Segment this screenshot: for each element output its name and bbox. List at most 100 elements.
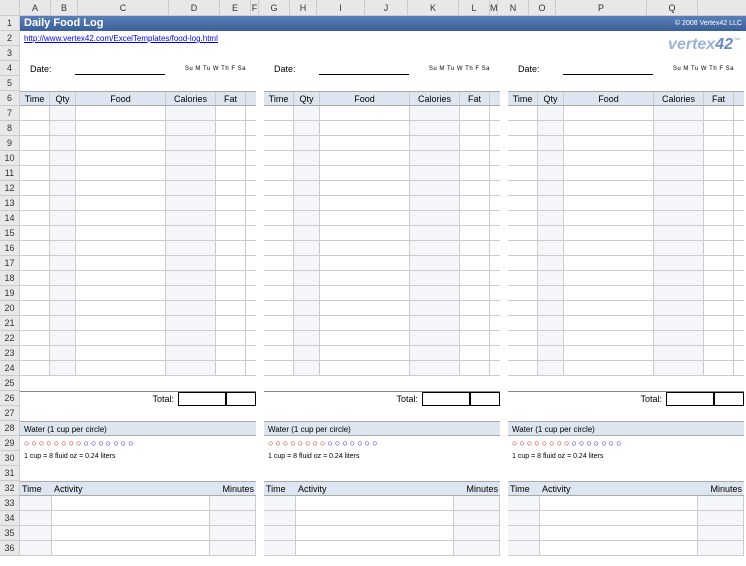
food-row[interactable] <box>508 331 744 346</box>
food-row[interactable] <box>20 181 256 196</box>
food-row[interactable] <box>264 121 500 136</box>
row-header-15[interactable]: 15 <box>0 226 20 241</box>
food-row[interactable] <box>20 301 256 316</box>
col-header-Q[interactable]: Q <box>647 0 698 15</box>
row-header-22[interactable]: 22 <box>0 331 20 346</box>
food-row[interactable] <box>264 346 500 361</box>
row-header-25[interactable]: 25 <box>0 376 20 391</box>
col-header-O[interactable]: O <box>529 0 556 15</box>
row-header-29[interactable]: 29 <box>0 436 20 451</box>
col-header-P[interactable]: P <box>556 0 647 15</box>
food-row[interactable] <box>508 226 744 241</box>
water-circles[interactable]: ○○○○○○○○○○○○○○○ <box>508 436 744 451</box>
col-header-G[interactable]: G <box>259 0 290 15</box>
food-row[interactable] <box>20 226 256 241</box>
row-header-16[interactable]: 16 <box>0 241 20 256</box>
day-selector[interactable]: Su M Tu W Th F Sa <box>429 66 490 72</box>
col-header-A[interactable]: A <box>20 0 51 15</box>
food-row[interactable] <box>20 361 256 376</box>
row-header-34[interactable]: 34 <box>0 511 20 526</box>
food-row[interactable] <box>508 271 744 286</box>
col-header-K[interactable]: K <box>408 0 459 15</box>
row-header-26[interactable]: 26 <box>0 391 20 406</box>
activity-row[interactable] <box>20 511 256 526</box>
food-row[interactable] <box>264 241 500 256</box>
date-input[interactable] <box>75 63 165 75</box>
template-link[interactable]: http://www.vertex42.com/ExcelTemplates/f… <box>24 34 218 43</box>
food-row[interactable] <box>20 271 256 286</box>
food-row[interactable] <box>508 136 744 151</box>
row-header-13[interactable]: 13 <box>0 196 20 211</box>
food-row[interactable] <box>20 316 256 331</box>
activity-row[interactable] <box>508 526 744 541</box>
row-header-4[interactable]: 4 <box>0 61 20 76</box>
row-header-21[interactable]: 21 <box>0 316 20 331</box>
food-row[interactable] <box>20 346 256 361</box>
row-header-5[interactable]: 5 <box>0 76 20 91</box>
activity-row[interactable] <box>20 541 256 556</box>
food-row[interactable] <box>508 316 744 331</box>
activity-row[interactable] <box>508 511 744 526</box>
row-header-17[interactable]: 17 <box>0 256 20 271</box>
row-header-18[interactable]: 18 <box>0 271 20 286</box>
food-row[interactable] <box>20 286 256 301</box>
food-row[interactable] <box>508 181 744 196</box>
food-row[interactable] <box>20 106 256 121</box>
row-header-6[interactable]: 6 <box>0 91 20 106</box>
row-header-3[interactable]: 3 <box>0 46 20 61</box>
activity-row[interactable] <box>508 496 744 511</box>
food-row[interactable] <box>264 256 500 271</box>
food-row[interactable] <box>20 151 256 166</box>
food-row[interactable] <box>264 106 500 121</box>
total-fat[interactable] <box>226 392 256 406</box>
food-row[interactable] <box>508 241 744 256</box>
row-header-12[interactable]: 12 <box>0 181 20 196</box>
row-header-1[interactable]: 1 <box>0 16 20 31</box>
row-header-8[interactable]: 8 <box>0 121 20 136</box>
row-header-24[interactable]: 24 <box>0 361 20 376</box>
food-row[interactable] <box>264 151 500 166</box>
food-row[interactable] <box>264 331 500 346</box>
food-row[interactable] <box>264 226 500 241</box>
col-header-L[interactable]: L <box>459 0 490 15</box>
col-header-E[interactable]: E <box>220 0 251 15</box>
activity-row[interactable] <box>264 526 500 541</box>
activity-row[interactable] <box>20 526 256 541</box>
row-header-28[interactable]: 28 <box>0 421 20 436</box>
food-row[interactable] <box>508 361 744 376</box>
food-row[interactable] <box>20 211 256 226</box>
food-row[interactable] <box>264 166 500 181</box>
food-row[interactable] <box>20 256 256 271</box>
food-row[interactable] <box>264 301 500 316</box>
total-calories[interactable] <box>666 392 714 406</box>
row-header-23[interactable]: 23 <box>0 346 20 361</box>
col-header-F[interactable]: F <box>251 0 259 15</box>
food-row[interactable] <box>264 271 500 286</box>
food-row[interactable] <box>508 346 744 361</box>
total-calories[interactable] <box>422 392 470 406</box>
col-header-N[interactable]: N <box>498 0 529 15</box>
row-header-7[interactable]: 7 <box>0 106 20 121</box>
food-row[interactable] <box>20 121 256 136</box>
food-row[interactable] <box>264 361 500 376</box>
row-header-14[interactable]: 14 <box>0 211 20 226</box>
food-row[interactable] <box>20 241 256 256</box>
row-header-9[interactable]: 9 <box>0 136 20 151</box>
water-circles[interactable]: ○○○○○○○○○○○○○○○ <box>20 436 256 451</box>
food-row[interactable] <box>264 196 500 211</box>
col-header-I[interactable]: I <box>317 0 365 15</box>
activity-row[interactable] <box>508 541 744 556</box>
activity-row[interactable] <box>264 541 500 556</box>
col-header-H[interactable]: H <box>290 0 317 15</box>
food-row[interactable] <box>20 136 256 151</box>
food-row[interactable] <box>508 166 744 181</box>
row-header-10[interactable]: 10 <box>0 151 20 166</box>
day-selector[interactable]: Su M Tu W Th F Sa <box>673 66 734 72</box>
total-calories[interactable] <box>178 392 226 406</box>
food-row[interactable] <box>264 136 500 151</box>
row-header-31[interactable]: 31 <box>0 466 20 481</box>
row-header-11[interactable]: 11 <box>0 166 20 181</box>
activity-row[interactable] <box>264 511 500 526</box>
col-header-gutter[interactable] <box>0 0 20 15</box>
date-input[interactable] <box>319 63 409 75</box>
